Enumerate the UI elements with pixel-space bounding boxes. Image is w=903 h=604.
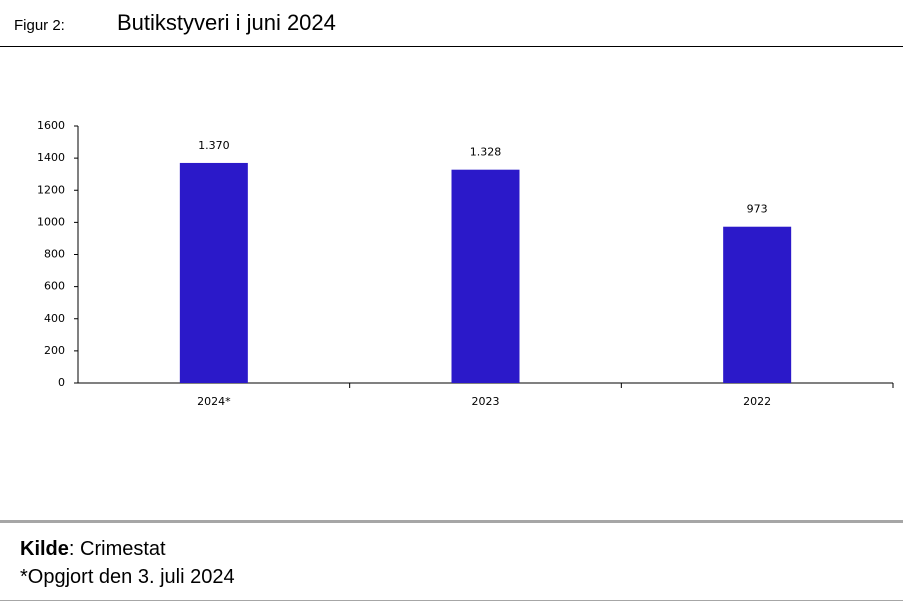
source-text: : Crimestat	[68, 538, 166, 560]
x-tick-label: 2024*	[197, 395, 231, 408]
source-label: Kilde	[20, 538, 69, 560]
y-tick-label: 1600	[37, 119, 65, 132]
bar	[723, 226, 792, 383]
y-tick-label: 1400	[37, 151, 65, 164]
note: *Opgjort den 3. juli 2024	[20, 566, 235, 588]
figure-title: Butikstyveri i juni 2024	[117, 10, 336, 35]
bar	[451, 169, 520, 383]
y-tick-label: 1000	[37, 215, 65, 228]
divider	[0, 46, 903, 47]
y-tick-label: 600	[44, 280, 65, 293]
y-tick-label: 400	[44, 312, 65, 325]
bar	[179, 162, 248, 383]
data-label: 1.370	[198, 139, 230, 152]
y-tick-label: 1200	[37, 183, 65, 196]
divider	[0, 520, 903, 523]
figure-label: Figur 2:	[14, 17, 65, 34]
source: Kilde: Crimestat	[20, 538, 166, 561]
y-tick-label: 0	[58, 376, 65, 389]
y-tick-label: 200	[44, 344, 65, 357]
x-tick-label: 2023	[472, 395, 500, 408]
x-tick-label: 2022	[743, 395, 771, 408]
data-label: 1.328	[470, 146, 502, 159]
y-tick-label: 800	[44, 248, 65, 261]
divider	[0, 600, 903, 601]
data-label: 973	[747, 203, 768, 216]
